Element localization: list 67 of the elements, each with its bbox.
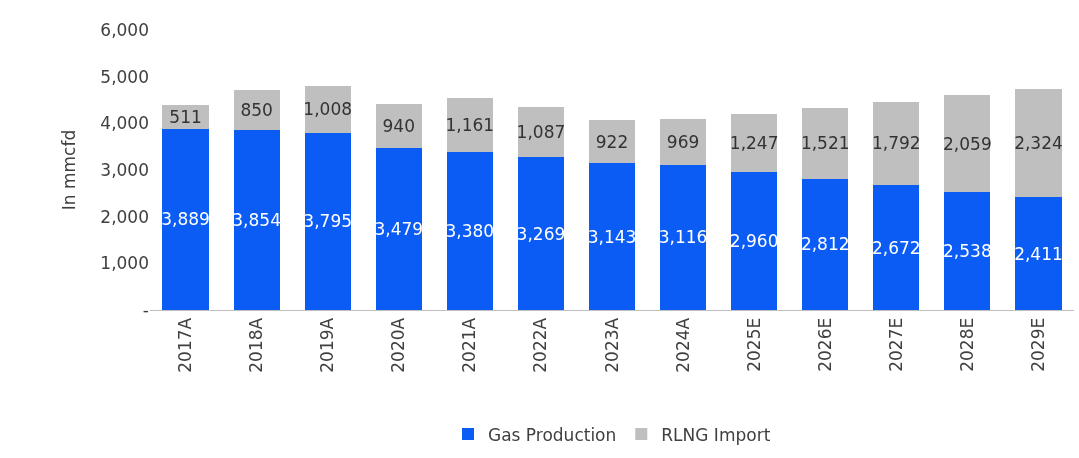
data-label: 511 (169, 106, 202, 127)
data-label: 1,247 (729, 132, 779, 153)
data-label: 2,812 (800, 234, 850, 255)
y-tick-label: 3,000 (100, 159, 149, 180)
data-label: 1,792 (871, 133, 921, 154)
bar (873, 185, 920, 310)
x-tick-label: 2018A (246, 317, 267, 373)
y-tick-label: 2,000 (100, 206, 149, 227)
x-tick-label: 2017A (175, 317, 196, 373)
bar (802, 178, 849, 310)
y-axis-title: In mmcfd (58, 129, 79, 211)
x-tick-label: 2025E (743, 317, 764, 372)
bar (731, 113, 778, 172)
data-label: 1,161 (445, 115, 495, 136)
y-tick-label: 4,000 (100, 113, 149, 134)
bar (1015, 89, 1062, 198)
bar (304, 132, 351, 310)
bar (944, 191, 991, 310)
x-tick-label: 2026E (814, 317, 835, 372)
x-tick-label: 2023A (601, 317, 622, 373)
x-tick-label: 2020A (388, 317, 409, 373)
data-label: 922 (595, 131, 629, 152)
data-label: 850 (240, 100, 273, 121)
bar (233, 130, 280, 310)
y-tick-label: 5,000 (100, 66, 149, 87)
bar (659, 164, 707, 310)
bar (375, 147, 422, 310)
data-label: 2,324 (1014, 133, 1063, 154)
data-label: 3,854 (232, 210, 281, 231)
data-label: 1,087 (516, 122, 566, 143)
data-label: 3,143 (587, 226, 637, 247)
data-label: 1,008 (303, 99, 353, 120)
data-label: 2,538 (943, 240, 992, 261)
data-label: 3,380 (445, 221, 495, 242)
bar (944, 95, 991, 192)
bar (446, 152, 493, 310)
data-label: 3,479 (374, 218, 424, 239)
data-label: 940 (382, 115, 415, 136)
data-label: 3,269 (516, 223, 566, 244)
data-label: 3,116 (658, 227, 708, 248)
x-tick-label: 2022A (530, 317, 551, 373)
bar (588, 163, 636, 310)
bar (873, 101, 920, 186)
bar (517, 157, 565, 310)
x-tick-label: 2021A (459, 317, 480, 373)
data-label: 969 (666, 131, 700, 152)
bar (731, 171, 778, 310)
data-label: 2,672 (871, 237, 921, 258)
y-tick-label: - (142, 299, 149, 320)
y-tick-label: 1,000 (100, 253, 149, 274)
data-label: 3,795 (303, 211, 353, 232)
bar (802, 107, 849, 179)
x-tick-label: 2019A (317, 317, 338, 373)
x-tick-label: 2027E (885, 317, 906, 372)
x-tick-label: 2028E (956, 317, 977, 372)
x-tick-label: 2024A (672, 317, 693, 373)
y-tick-label: 6,000 (100, 19, 149, 40)
data-label: 2,059 (943, 133, 992, 154)
data-label: 3,889 (161, 209, 210, 230)
legend-label: RLNG Import (661, 424, 771, 445)
data-label: 1,521 (800, 133, 850, 154)
bar (1015, 197, 1062, 310)
bar (162, 128, 209, 310)
x-tick-label: 2029E (1027, 317, 1048, 372)
data-label: 2,411 (1014, 243, 1063, 264)
data-label: 2,960 (729, 230, 779, 251)
legend-label: Gas Production (488, 424, 617, 445)
